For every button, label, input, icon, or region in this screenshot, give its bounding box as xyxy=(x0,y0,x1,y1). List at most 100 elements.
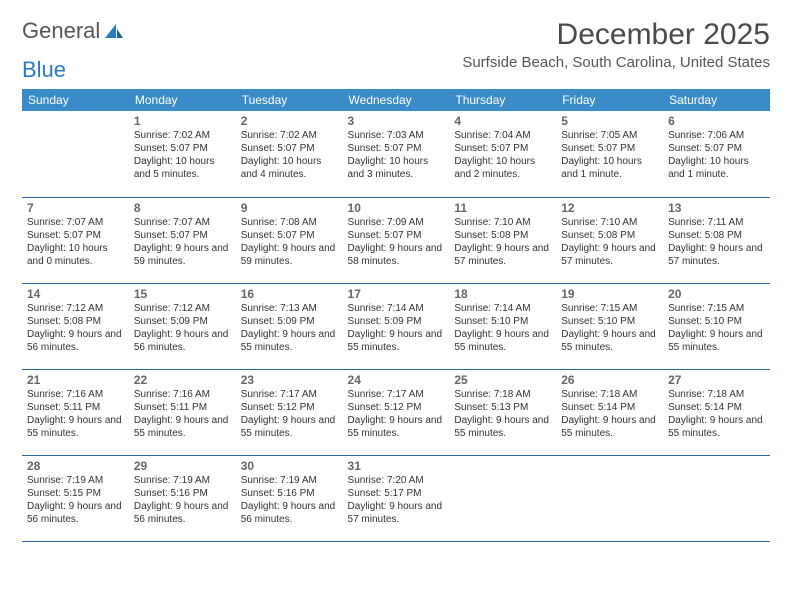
day-info: Sunrise: 7:18 AMSunset: 5:14 PMDaylight:… xyxy=(561,388,658,440)
day-info: Sunrise: 7:18 AMSunset: 5:14 PMDaylight:… xyxy=(668,388,765,440)
day-info: Sunrise: 7:13 AMSunset: 5:09 PMDaylight:… xyxy=(241,302,338,354)
day-cell: 12Sunrise: 7:10 AMSunset: 5:08 PMDayligh… xyxy=(556,197,663,283)
day-cell: 28Sunrise: 7:19 AMSunset: 5:15 PMDayligh… xyxy=(22,455,129,541)
day-number: 1 xyxy=(134,114,231,128)
day-cell: 20Sunrise: 7:15 AMSunset: 5:10 PMDayligh… xyxy=(663,283,770,369)
day-number: 20 xyxy=(668,287,765,301)
day-cell: 25Sunrise: 7:18 AMSunset: 5:13 PMDayligh… xyxy=(449,369,556,455)
day-info: Sunrise: 7:19 AMSunset: 5:16 PMDaylight:… xyxy=(241,474,338,526)
day-cell: 3Sunrise: 7:03 AMSunset: 5:07 PMDaylight… xyxy=(343,111,450,197)
day-number: 6 xyxy=(668,114,765,128)
day-number: 5 xyxy=(561,114,658,128)
day-info: Sunrise: 7:17 AMSunset: 5:12 PMDaylight:… xyxy=(241,388,338,440)
day-info: Sunrise: 7:09 AMSunset: 5:07 PMDaylight:… xyxy=(348,216,445,268)
day-number: 11 xyxy=(454,201,551,215)
calendar-row: 1Sunrise: 7:02 AMSunset: 5:07 PMDaylight… xyxy=(22,111,770,197)
day-info: Sunrise: 7:18 AMSunset: 5:13 PMDaylight:… xyxy=(454,388,551,440)
day-cell: 27Sunrise: 7:18 AMSunset: 5:14 PMDayligh… xyxy=(663,369,770,455)
weekday-header: Friday xyxy=(556,89,663,111)
day-number: 10 xyxy=(348,201,445,215)
day-cell: 5Sunrise: 7:05 AMSunset: 5:07 PMDaylight… xyxy=(556,111,663,197)
calendar-row: 21Sunrise: 7:16 AMSunset: 5:11 PMDayligh… xyxy=(22,369,770,455)
day-info: Sunrise: 7:16 AMSunset: 5:11 PMDaylight:… xyxy=(134,388,231,440)
day-number: 15 xyxy=(134,287,231,301)
empty-cell xyxy=(556,455,663,541)
day-cell: 21Sunrise: 7:16 AMSunset: 5:11 PMDayligh… xyxy=(22,369,129,455)
day-number: 24 xyxy=(348,373,445,387)
day-number: 30 xyxy=(241,459,338,473)
day-info: Sunrise: 7:14 AMSunset: 5:10 PMDaylight:… xyxy=(454,302,551,354)
day-number: 7 xyxy=(27,201,124,215)
day-cell: 17Sunrise: 7:14 AMSunset: 5:09 PMDayligh… xyxy=(343,283,450,369)
day-cell: 29Sunrise: 7:19 AMSunset: 5:16 PMDayligh… xyxy=(129,455,236,541)
page-title: December 2025 xyxy=(462,18,770,52)
day-info: Sunrise: 7:03 AMSunset: 5:07 PMDaylight:… xyxy=(348,129,445,181)
day-cell: 14Sunrise: 7:12 AMSunset: 5:08 PMDayligh… xyxy=(22,283,129,369)
day-number: 18 xyxy=(454,287,551,301)
day-info: Sunrise: 7:10 AMSunset: 5:08 PMDaylight:… xyxy=(561,216,658,268)
day-cell: 18Sunrise: 7:14 AMSunset: 5:10 PMDayligh… xyxy=(449,283,556,369)
calendar-row: 7Sunrise: 7:07 AMSunset: 5:07 PMDaylight… xyxy=(22,197,770,283)
day-cell: 13Sunrise: 7:11 AMSunset: 5:08 PMDayligh… xyxy=(663,197,770,283)
day-info: Sunrise: 7:15 AMSunset: 5:10 PMDaylight:… xyxy=(668,302,765,354)
day-cell: 16Sunrise: 7:13 AMSunset: 5:09 PMDayligh… xyxy=(236,283,343,369)
day-info: Sunrise: 7:12 AMSunset: 5:09 PMDaylight:… xyxy=(134,302,231,354)
day-number: 26 xyxy=(561,373,658,387)
day-number: 25 xyxy=(454,373,551,387)
day-number: 13 xyxy=(668,201,765,215)
day-number: 4 xyxy=(454,114,551,128)
day-number: 14 xyxy=(27,287,124,301)
day-number: 21 xyxy=(27,373,124,387)
day-info: Sunrise: 7:19 AMSunset: 5:15 PMDaylight:… xyxy=(27,474,124,526)
day-cell: 7Sunrise: 7:07 AMSunset: 5:07 PMDaylight… xyxy=(22,197,129,283)
day-info: Sunrise: 7:04 AMSunset: 5:07 PMDaylight:… xyxy=(454,129,551,181)
weekday-header: Saturday xyxy=(663,89,770,111)
day-cell: 10Sunrise: 7:09 AMSunset: 5:07 PMDayligh… xyxy=(343,197,450,283)
day-cell: 11Sunrise: 7:10 AMSunset: 5:08 PMDayligh… xyxy=(449,197,556,283)
brand-part2: Blue xyxy=(22,57,66,83)
day-number: 27 xyxy=(668,373,765,387)
day-number: 23 xyxy=(241,373,338,387)
day-info: Sunrise: 7:10 AMSunset: 5:08 PMDaylight:… xyxy=(454,216,551,268)
day-cell: 1Sunrise: 7:02 AMSunset: 5:07 PMDaylight… xyxy=(129,111,236,197)
weekday-header: Wednesday xyxy=(343,89,450,111)
calendar-row: 14Sunrise: 7:12 AMSunset: 5:08 PMDayligh… xyxy=(22,283,770,369)
day-cell: 19Sunrise: 7:15 AMSunset: 5:10 PMDayligh… xyxy=(556,283,663,369)
day-number: 2 xyxy=(241,114,338,128)
day-cell: 22Sunrise: 7:16 AMSunset: 5:11 PMDayligh… xyxy=(129,369,236,455)
brand-logo: General xyxy=(22,18,125,44)
empty-cell xyxy=(663,455,770,541)
day-cell: 23Sunrise: 7:17 AMSunset: 5:12 PMDayligh… xyxy=(236,369,343,455)
brand-part1: General xyxy=(22,18,100,44)
day-number: 17 xyxy=(348,287,445,301)
day-info: Sunrise: 7:08 AMSunset: 5:07 PMDaylight:… xyxy=(241,216,338,268)
day-info: Sunrise: 7:16 AMSunset: 5:11 PMDaylight:… xyxy=(27,388,124,440)
day-cell: 31Sunrise: 7:20 AMSunset: 5:17 PMDayligh… xyxy=(343,455,450,541)
day-info: Sunrise: 7:20 AMSunset: 5:17 PMDaylight:… xyxy=(348,474,445,526)
sail-icon xyxy=(103,22,125,40)
day-cell: 2Sunrise: 7:02 AMSunset: 5:07 PMDaylight… xyxy=(236,111,343,197)
empty-cell xyxy=(22,111,129,197)
calendar-body: 1Sunrise: 7:02 AMSunset: 5:07 PMDaylight… xyxy=(22,111,770,541)
weekday-header: Monday xyxy=(129,89,236,111)
day-info: Sunrise: 7:15 AMSunset: 5:10 PMDaylight:… xyxy=(561,302,658,354)
weekday-header: Sunday xyxy=(22,89,129,111)
day-number: 16 xyxy=(241,287,338,301)
day-info: Sunrise: 7:11 AMSunset: 5:08 PMDaylight:… xyxy=(668,216,765,268)
weekday-header: Thursday xyxy=(449,89,556,111)
day-info: Sunrise: 7:07 AMSunset: 5:07 PMDaylight:… xyxy=(27,216,124,268)
day-cell: 9Sunrise: 7:08 AMSunset: 5:07 PMDaylight… xyxy=(236,197,343,283)
day-info: Sunrise: 7:14 AMSunset: 5:09 PMDaylight:… xyxy=(348,302,445,354)
day-info: Sunrise: 7:06 AMSunset: 5:07 PMDaylight:… xyxy=(668,129,765,181)
day-cell: 6Sunrise: 7:06 AMSunset: 5:07 PMDaylight… xyxy=(663,111,770,197)
day-cell: 4Sunrise: 7:04 AMSunset: 5:07 PMDaylight… xyxy=(449,111,556,197)
day-number: 19 xyxy=(561,287,658,301)
day-cell: 26Sunrise: 7:18 AMSunset: 5:14 PMDayligh… xyxy=(556,369,663,455)
day-cell: 15Sunrise: 7:12 AMSunset: 5:09 PMDayligh… xyxy=(129,283,236,369)
day-number: 28 xyxy=(27,459,124,473)
day-number: 9 xyxy=(241,201,338,215)
day-cell: 24Sunrise: 7:17 AMSunset: 5:12 PMDayligh… xyxy=(343,369,450,455)
day-number: 8 xyxy=(134,201,231,215)
day-number: 31 xyxy=(348,459,445,473)
day-number: 12 xyxy=(561,201,658,215)
